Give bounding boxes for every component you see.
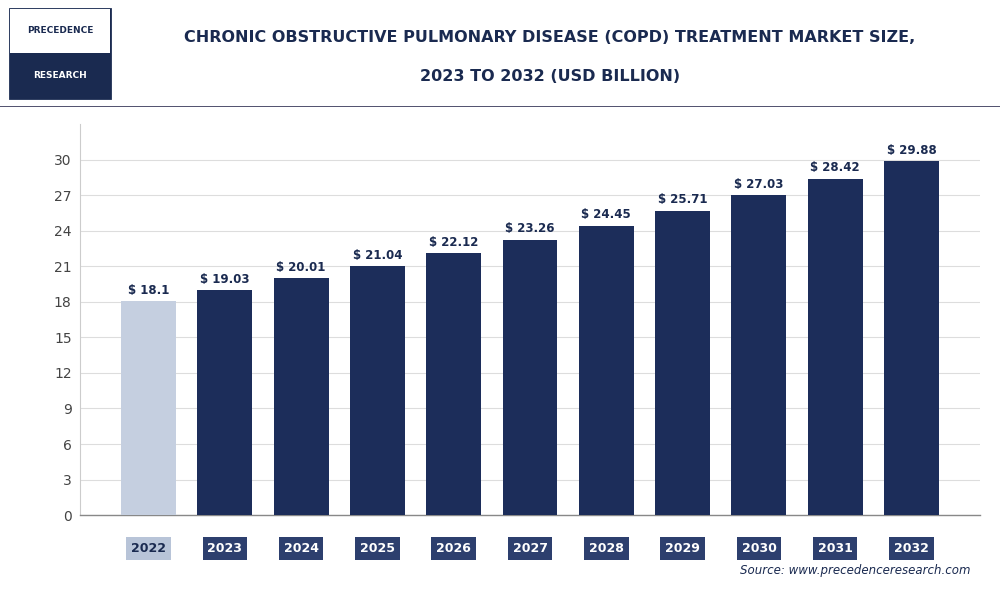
- Text: 2022: 2022: [131, 542, 166, 555]
- Bar: [197, 289, 252, 515]
- Bar: [121, 301, 176, 515]
- Text: $ 29.88: $ 29.88: [887, 144, 936, 157]
- Text: $ 22.12: $ 22.12: [429, 236, 478, 249]
- Text: 2023 TO 2032 (USD BILLION): 2023 TO 2032 (USD BILLION): [420, 69, 680, 84]
- Text: 2023: 2023: [207, 542, 242, 555]
- Text: RESEARCH: RESEARCH: [33, 71, 87, 80]
- Text: $ 18.1: $ 18.1: [128, 284, 169, 297]
- Text: $ 21.04: $ 21.04: [353, 249, 402, 262]
- Text: 2028: 2028: [589, 542, 624, 555]
- FancyBboxPatch shape: [10, 53, 110, 98]
- Bar: [350, 266, 405, 515]
- Text: 2026: 2026: [436, 542, 471, 555]
- FancyBboxPatch shape: [10, 8, 110, 53]
- Text: $ 24.45: $ 24.45: [581, 208, 631, 221]
- Bar: [274, 278, 329, 515]
- Text: 2024: 2024: [284, 542, 319, 555]
- Text: 2030: 2030: [742, 542, 776, 555]
- Text: $ 25.71: $ 25.71: [658, 194, 707, 207]
- Text: 2032: 2032: [894, 542, 929, 555]
- Text: $ 20.01: $ 20.01: [276, 261, 326, 274]
- Text: 2025: 2025: [360, 542, 395, 555]
- Bar: [579, 226, 634, 515]
- Bar: [731, 195, 786, 515]
- FancyBboxPatch shape: [10, 8, 110, 98]
- Text: $ 19.03: $ 19.03: [200, 272, 249, 285]
- Bar: [655, 211, 710, 515]
- Bar: [808, 179, 863, 515]
- Text: $ 23.26: $ 23.26: [505, 223, 555, 236]
- Text: Source: www.precedenceresearch.com: Source: www.precedenceresearch.com: [740, 564, 970, 577]
- Text: $ 27.03: $ 27.03: [734, 178, 784, 191]
- Text: 2027: 2027: [512, 542, 548, 555]
- Text: CHRONIC OBSTRUCTIVE PULMONARY DISEASE (COPD) TREATMENT MARKET SIZE,: CHRONIC OBSTRUCTIVE PULMONARY DISEASE (C…: [184, 30, 916, 45]
- Bar: [503, 240, 557, 515]
- Text: $ 28.42: $ 28.42: [810, 162, 860, 175]
- Text: 2029: 2029: [665, 542, 700, 555]
- Bar: [884, 161, 939, 515]
- Text: PRECEDENCE: PRECEDENCE: [27, 27, 93, 36]
- Bar: [426, 253, 481, 515]
- Text: 2031: 2031: [818, 542, 853, 555]
